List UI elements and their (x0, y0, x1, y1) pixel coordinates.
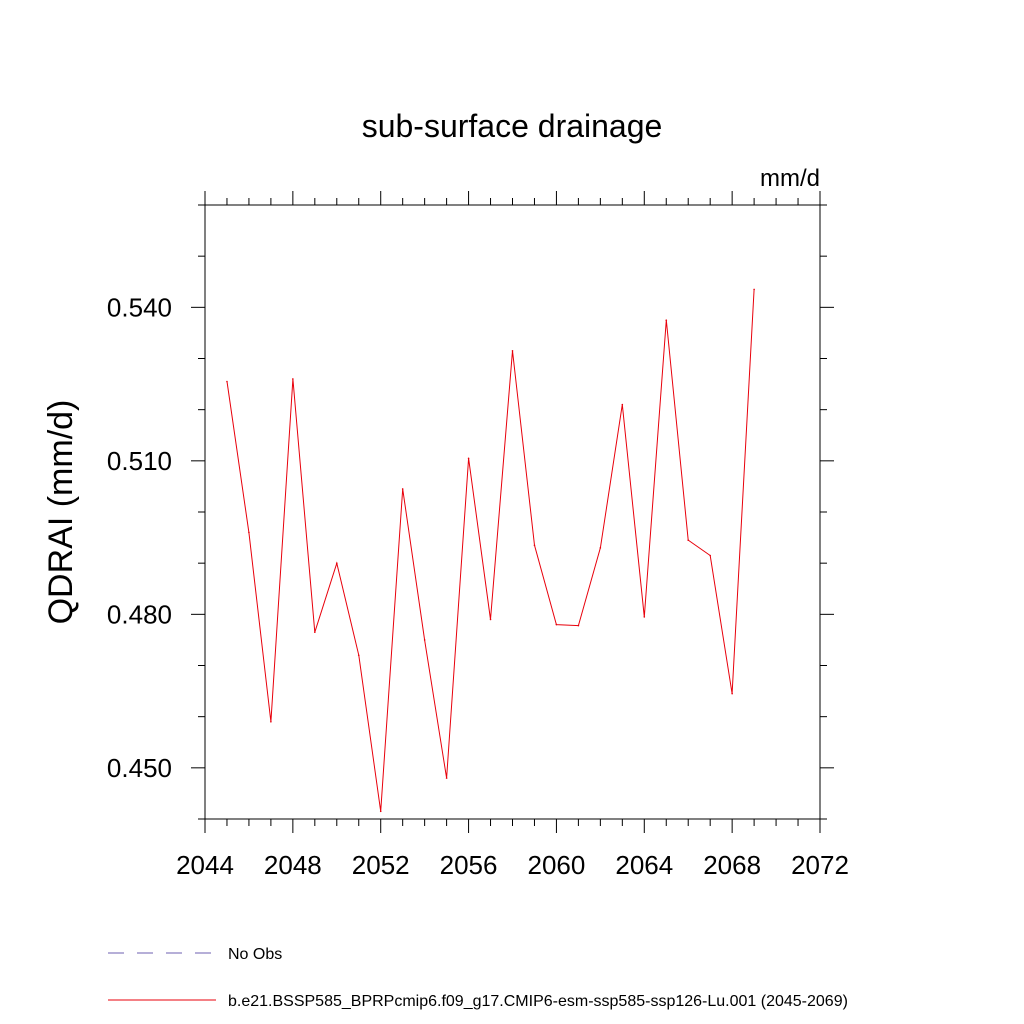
data-point (270, 720, 272, 723)
data-point (687, 539, 690, 541)
x-tick-label: 2052 (352, 850, 410, 880)
series-layer (226, 288, 755, 813)
data-point (314, 631, 316, 634)
x-tick-label: 2072 (791, 850, 849, 880)
y-tick-label: 0.480 (107, 599, 172, 629)
legend-label: No Obs (228, 946, 282, 963)
y-tick-label: 0.450 (107, 753, 172, 783)
legend-label: b.e21.BSSP585_BPRPcmip6.f09_g17.CMIP6-es… (228, 993, 848, 1010)
data-point (599, 547, 602, 549)
axis-ticks (191, 191, 834, 833)
data-point (555, 623, 558, 626)
data-point (665, 319, 668, 321)
axis-tick-labels: 2044 2048 2052 2056 2060 2064 2068 2072 0.450 0.4… (107, 292, 849, 880)
data-point (709, 554, 711, 557)
data-point (248, 531, 250, 534)
data-point (753, 288, 755, 291)
data-point (511, 350, 514, 352)
data-point (379, 810, 382, 813)
data-point (292, 378, 294, 380)
x-tick-label: 2068 (703, 850, 761, 880)
data-point (489, 618, 492, 621)
y-tick-label: 0.510 (107, 446, 172, 476)
data-point (357, 654, 360, 657)
y-axis-label: QDRAI (mm/d) (42, 400, 80, 625)
x-tick-label: 2048 (264, 850, 322, 880)
x-tick-label: 2056 (440, 850, 498, 880)
x-tick-label: 2060 (528, 850, 586, 880)
data-point (335, 562, 338, 564)
units-label: mm/d (760, 165, 820, 192)
data-point (533, 544, 536, 547)
y-tick-label: 0.540 (107, 292, 172, 322)
data-point (467, 457, 470, 460)
data-point (731, 692, 733, 695)
data-point (577, 624, 580, 627)
chart-title: sub-surface drainage (362, 108, 663, 144)
x-tick-label: 2064 (615, 850, 673, 880)
data-point (401, 488, 404, 490)
x-tick-label: 2044 (176, 850, 234, 880)
data-point (643, 616, 646, 618)
series-line (226, 289, 755, 812)
data-point (226, 380, 228, 383)
legend: No Obs b.e21.BSSP585_BPRPcmip6.f09_g17.CM… (108, 946, 848, 1010)
plot-frame (204, 204, 821, 820)
data-point (621, 403, 624, 406)
data-point (445, 777, 448, 779)
data-point (423, 639, 426, 641)
